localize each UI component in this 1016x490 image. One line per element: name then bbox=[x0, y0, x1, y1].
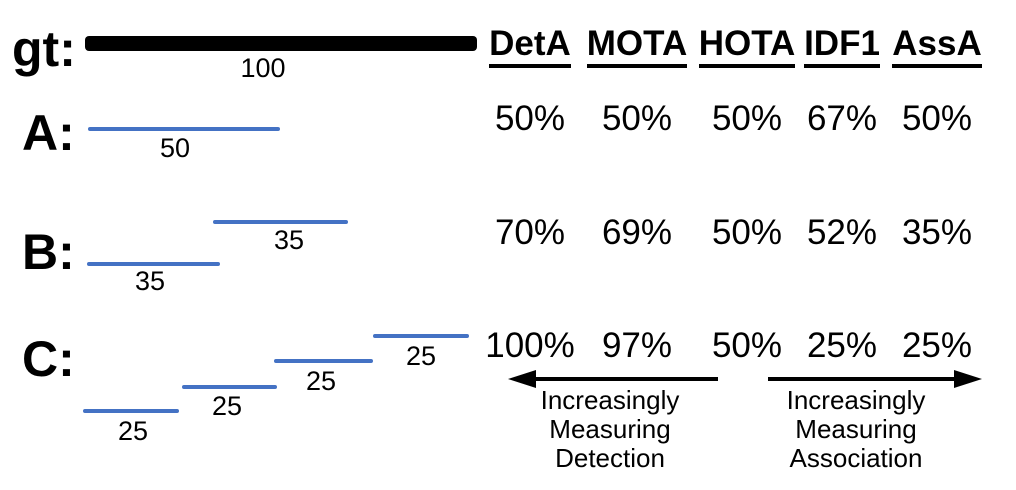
detection-arrow-line bbox=[532, 377, 718, 381]
metric-header-assa: AssA bbox=[877, 26, 997, 68]
tracker-b-segment-1-length: 35 bbox=[134, 266, 166, 296]
tracker-c-segment-1 bbox=[83, 409, 179, 413]
detection-caption-line1: Increasingly bbox=[540, 385, 680, 415]
tracker-c-segment-2-length: 25 bbox=[211, 391, 243, 421]
metric-header-hota: HOTA bbox=[687, 26, 807, 68]
detection-caption-line3: Detection bbox=[555, 443, 665, 473]
tracker-a-idf1-value: 67% bbox=[806, 99, 878, 138]
tracker-c-segment-4 bbox=[373, 334, 469, 338]
metric-header-assa-text: AssA bbox=[892, 26, 982, 68]
gt-track-bar bbox=[85, 36, 477, 51]
metric-header-mota: MOTA bbox=[577, 26, 697, 68]
tracker-c-assa-value: 25% bbox=[901, 326, 973, 365]
tracker-b-idf1-value: 52% bbox=[806, 213, 878, 252]
association-caption-line1: Increasingly bbox=[786, 385, 926, 415]
tracker-c-segment-2 bbox=[182, 385, 277, 389]
tracker-a-label: A: bbox=[22, 105, 75, 161]
association-caption: Increasingly Measuring Association bbox=[746, 386, 966, 473]
tracker-c-mota-value: 97% bbox=[601, 326, 673, 365]
gt-row-label: gt: bbox=[12, 21, 76, 77]
tracker-b-mota-value: 69% bbox=[601, 213, 673, 252]
tracker-c-segment-3 bbox=[274, 359, 373, 363]
metric-header-idf1: IDF1 bbox=[782, 26, 902, 68]
tracker-b-hota-value: 50% bbox=[711, 213, 783, 252]
tracker-b-segment-2-length: 35 bbox=[273, 225, 305, 255]
tracker-b-deta-value: 70% bbox=[494, 213, 566, 252]
detection-arrow-head-icon bbox=[508, 370, 536, 388]
tracker-c-label: C: bbox=[22, 331, 75, 387]
metric-header-idf1-text: IDF1 bbox=[804, 26, 880, 68]
tracker-c-idf1-value: 25% bbox=[806, 326, 878, 365]
tracker-c-hota-value: 50% bbox=[711, 326, 783, 365]
tracker-c-deta-value: 100% bbox=[485, 326, 575, 365]
tracker-a-segment-length: 50 bbox=[159, 133, 191, 163]
association-caption-line3: Association bbox=[789, 443, 923, 473]
tracker-a-segment bbox=[88, 127, 280, 131]
tracker-b-label: B: bbox=[22, 224, 75, 280]
association-arrow-line bbox=[768, 377, 956, 381]
association-arrow-head-icon bbox=[954, 370, 982, 388]
detection-caption-line2: Measuring bbox=[549, 414, 671, 444]
detection-caption: Increasingly Measuring Detection bbox=[500, 386, 720, 473]
tracker-a-assa-value: 50% bbox=[901, 99, 973, 138]
tracker-a-mota-value: 50% bbox=[601, 99, 673, 138]
tracker-a-hota-value: 50% bbox=[711, 99, 783, 138]
gt-length-label: 100 bbox=[240, 53, 286, 83]
metric-header-deta: DetA bbox=[470, 26, 590, 68]
tracker-c-segment-1-length: 25 bbox=[117, 416, 149, 446]
tracker-b-segment-2 bbox=[213, 220, 348, 224]
association-caption-line2: Measuring bbox=[795, 414, 917, 444]
tracker-b-assa-value: 35% bbox=[901, 213, 973, 252]
metric-header-hota-text: HOTA bbox=[698, 26, 796, 68]
tracker-b-segment-1 bbox=[87, 262, 220, 266]
metric-header-deta-text: DetA bbox=[489, 26, 571, 68]
tracker-c-segment-3-length: 25 bbox=[305, 366, 337, 396]
tracker-a-deta-value: 50% bbox=[494, 99, 566, 138]
metric-header-mota-text: MOTA bbox=[586, 26, 688, 68]
tracker-c-segment-4-length: 25 bbox=[405, 341, 437, 371]
